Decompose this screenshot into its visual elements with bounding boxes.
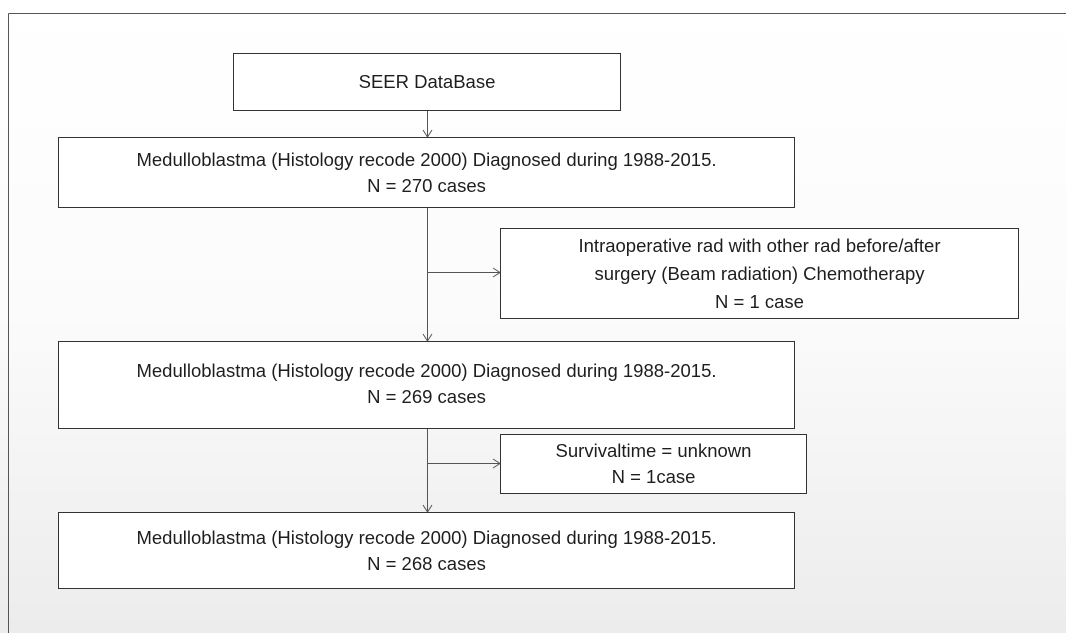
node-text: N = 1case — [611, 466, 696, 487]
node: Medulloblastma (Histology recode 2000) D… — [58, 137, 795, 208]
node-text: SEER DataBase — [358, 71, 496, 92]
node: SEER DataBase — [233, 53, 621, 111]
node-text: N = 269 cases — [367, 386, 486, 407]
node-text: N = 1 case — [715, 290, 804, 312]
node: Intraoperative rad with other rad before… — [500, 228, 1019, 319]
node-text: surgery (Beam radiation) Chemotherapy — [594, 262, 925, 284]
node-text: Intraoperative rad with other rad before… — [578, 234, 941, 256]
node: Medulloblastma (Histology recode 2000) D… — [58, 512, 795, 589]
node-text: Medulloblastma (Histology recode 2000) D… — [136, 360, 717, 381]
node-text: N = 270 cases — [367, 174, 486, 196]
node-text: Medulloblastma (Histology recode 2000) D… — [136, 527, 717, 548]
node-text: N = 268 cases — [367, 553, 486, 574]
node-text: Medulloblastma (Histology recode 2000) D… — [136, 148, 717, 170]
node-text: Survivaltime = unknown — [555, 440, 752, 461]
node: Survivaltime = unknown N = 1case — [500, 434, 807, 494]
node: Medulloblastma (Histology recode 2000) D… — [58, 341, 795, 429]
